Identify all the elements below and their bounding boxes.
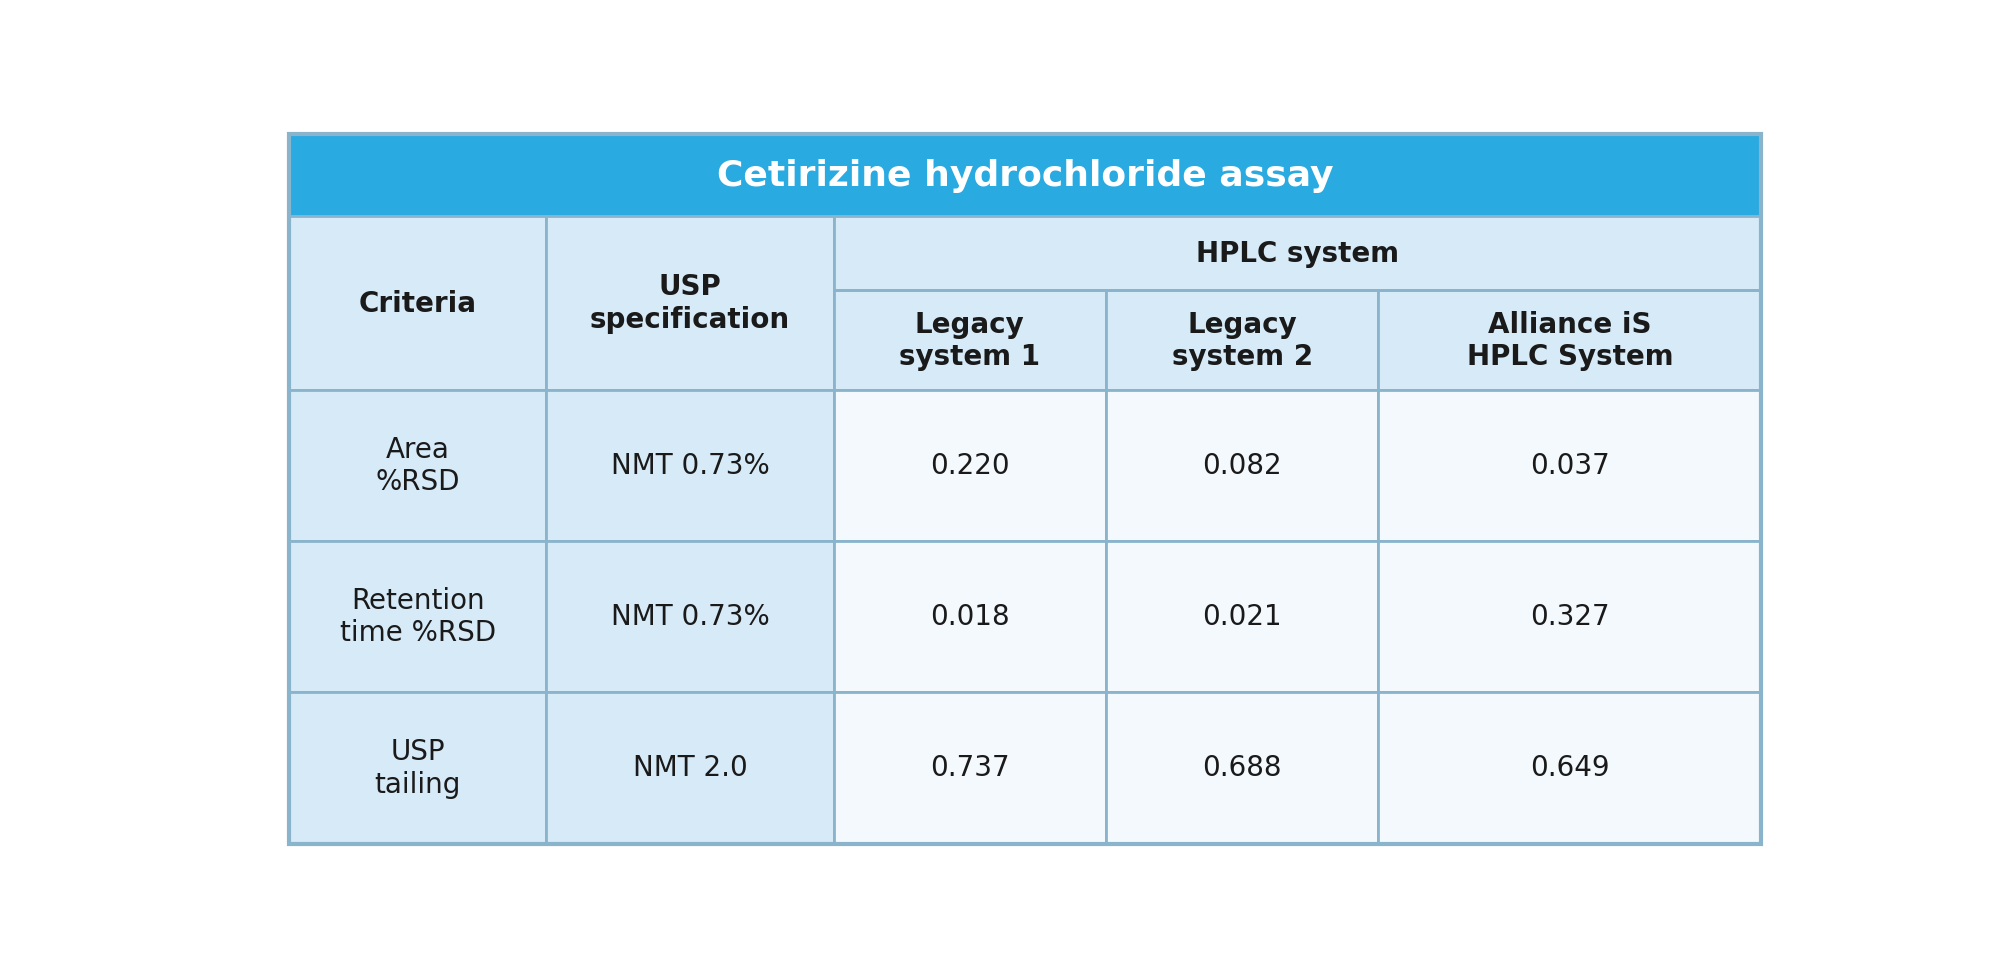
Bar xyxy=(834,692,1106,843)
Bar xyxy=(288,135,1762,216)
Bar xyxy=(546,391,834,541)
Bar xyxy=(1106,692,1378,843)
Bar xyxy=(288,216,546,391)
Bar xyxy=(546,692,834,843)
Text: Criteria: Criteria xyxy=(358,290,476,317)
Bar xyxy=(288,692,546,843)
Text: 0.688: 0.688 xyxy=(1202,754,1282,782)
Bar xyxy=(1378,391,1762,541)
Bar xyxy=(834,291,1106,391)
Text: Alliance iS
HPLC System: Alliance iS HPLC System xyxy=(1466,310,1674,371)
Bar xyxy=(834,541,1106,692)
Text: 0.037: 0.037 xyxy=(1530,452,1610,480)
Text: Legacy
system 2: Legacy system 2 xyxy=(1172,310,1312,371)
Text: NMT 0.73%: NMT 0.73% xyxy=(610,452,770,480)
Text: Retention
time %RSD: Retention time %RSD xyxy=(340,586,496,646)
Text: 0.018: 0.018 xyxy=(930,603,1010,631)
Text: 0.082: 0.082 xyxy=(1202,452,1282,480)
Bar xyxy=(546,541,834,692)
Text: HPLC system: HPLC system xyxy=(1196,239,1398,267)
Bar xyxy=(288,391,546,541)
Bar xyxy=(1106,541,1378,692)
Text: USP
specification: USP specification xyxy=(590,273,790,333)
Bar xyxy=(288,541,546,692)
Text: Area
%RSD: Area %RSD xyxy=(376,435,460,496)
Text: NMT 0.73%: NMT 0.73% xyxy=(610,603,770,631)
Text: Legacy
system 1: Legacy system 1 xyxy=(900,310,1040,371)
Text: 0.220: 0.220 xyxy=(930,452,1010,480)
Text: 0.327: 0.327 xyxy=(1530,603,1610,631)
Bar xyxy=(834,216,1762,291)
Bar xyxy=(1378,291,1762,391)
Text: 0.021: 0.021 xyxy=(1202,603,1282,631)
Bar xyxy=(1378,541,1762,692)
Bar xyxy=(546,216,834,391)
Text: Cetirizine hydrochloride assay: Cetirizine hydrochloride assay xyxy=(716,159,1334,193)
Bar xyxy=(1106,291,1378,391)
Text: 0.737: 0.737 xyxy=(930,754,1010,782)
Bar xyxy=(1378,692,1762,843)
Text: NMT 2.0: NMT 2.0 xyxy=(632,754,748,782)
Bar xyxy=(834,391,1106,541)
Text: 0.649: 0.649 xyxy=(1530,754,1610,782)
Bar xyxy=(1106,391,1378,541)
Text: USP
tailing: USP tailing xyxy=(374,737,460,797)
